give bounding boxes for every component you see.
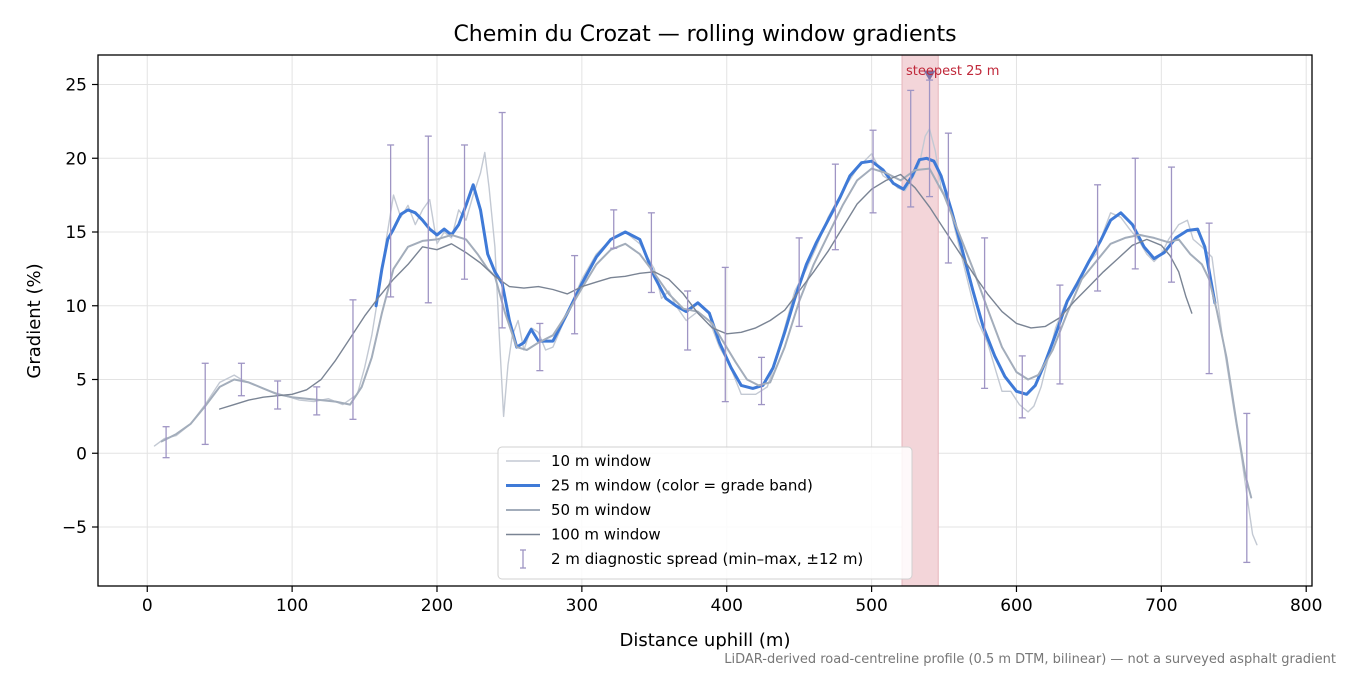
x-tick-label: 500 [855, 596, 887, 616]
error-bar [869, 129, 877, 214]
y-tick-label: 20 [65, 149, 87, 169]
error-bar [274, 380, 282, 410]
error-bar [757, 356, 765, 406]
x-tick-label: 400 [711, 596, 743, 616]
error-bar-layer [162, 79, 1251, 564]
legend-box [497, 446, 913, 580]
x-tick-label: 200 [421, 596, 453, 616]
series-line-3 [160, 167, 1253, 499]
error-bar [721, 266, 729, 403]
error-bar [1167, 166, 1175, 283]
y-axis-label: Gradient (%) [24, 263, 45, 378]
chart-title: Chemin du Crozat — rolling window gradie… [453, 22, 956, 47]
error-bar [1131, 157, 1139, 270]
error-bar [795, 237, 803, 328]
y-tick-label: 15 [65, 223, 87, 243]
steepest-marker-triangle [923, 70, 936, 81]
legend-label: 2 m diagnostic spread (min–max, ±12 m) [551, 550, 863, 568]
error-bar [944, 132, 952, 264]
steepest-label: steepest 25 m [906, 64, 999, 79]
legend-label: 100 m window [551, 526, 661, 544]
x-axis-label: Distance uphill (m) [620, 630, 791, 651]
legend-label: 25 m window (color = grade band) [551, 477, 813, 495]
error-bar [1094, 184, 1102, 292]
source-caption: LiDAR-derived road-centreline profile (0… [724, 652, 1336, 667]
y-tick-label: 5 [76, 371, 87, 391]
legend-label: 10 m window [551, 452, 651, 470]
error-bar [684, 290, 692, 351]
error-bar [981, 237, 989, 390]
error-bar [313, 386, 321, 416]
error-bar [461, 144, 469, 280]
y-tick-label: −5 [62, 518, 87, 538]
error-bar [831, 163, 839, 251]
plot-frame [97, 54, 1313, 587]
series-line-1 [153, 128, 1258, 546]
error-bar [1056, 284, 1064, 385]
error-bar [907, 89, 915, 208]
error-bar [424, 135, 432, 304]
error-bar [1018, 355, 1026, 419]
error-bar [610, 209, 618, 249]
error-bar [387, 144, 395, 298]
y-tick-label: 25 [65, 76, 87, 96]
series-layer [153, 128, 1258, 546]
y-tick-label: 0 [76, 444, 87, 464]
error-bar [536, 322, 544, 372]
x-tick-label: 100 [276, 596, 308, 616]
x-tick-label: 300 [566, 596, 598, 616]
error-bar [1243, 412, 1251, 564]
error-bar [926, 79, 934, 198]
legend: 10 m window 25 m window (color = grade ba… [497, 446, 913, 580]
error-bar [162, 426, 170, 459]
error-bar [1205, 222, 1213, 375]
error-bar [349, 299, 357, 420]
x-tick-label: 700 [1145, 596, 1177, 616]
x-tick-label: 600 [1000, 596, 1032, 616]
error-bar [571, 254, 579, 335]
y-tick-label: 10 [65, 297, 87, 317]
error-bar [647, 212, 655, 294]
error-bar [201, 362, 209, 446]
x-tick-label: 800 [1290, 596, 1322, 616]
series-line-4 [219, 173, 1193, 410]
axes-layer: 0 100 200 300 400 500 600 700 800 −5 0 5 10 15 20 25 [62, 54, 1322, 616]
legend-label: 50 m window [551, 501, 651, 519]
error-bar [498, 111, 506, 329]
x-tick-label: 0 [142, 596, 153, 616]
error-bar [237, 362, 245, 397]
series-line-2 [374, 156, 1217, 396]
